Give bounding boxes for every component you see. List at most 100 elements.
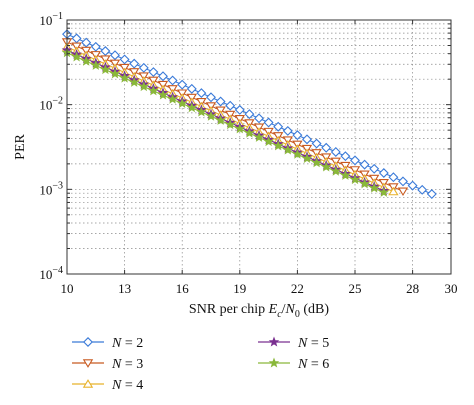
x-tick-label: 22 (291, 281, 304, 296)
data-point (148, 67, 159, 78)
data-point (234, 104, 245, 115)
data-point (349, 174, 361, 185)
data-point (109, 68, 121, 79)
data-point (80, 55, 92, 66)
data-point (215, 96, 226, 107)
data-point (244, 127, 255, 138)
data-point (253, 131, 265, 142)
data-point (350, 155, 360, 166)
y-tick-label: 10−4 (39, 265, 63, 282)
legend-marker (268, 336, 280, 347)
legend-item-2: N = 2 (72, 336, 143, 351)
data-point (234, 123, 246, 134)
data-point (397, 187, 409, 197)
data-point (119, 54, 130, 65)
data-point (330, 165, 342, 176)
x-tick-label: 16 (176, 281, 190, 296)
data-point (398, 176, 408, 187)
data-point (340, 169, 351, 180)
data-point (71, 33, 82, 44)
data-point (272, 140, 284, 151)
data-point (177, 79, 188, 90)
data-point (330, 146, 341, 157)
data-point (254, 113, 264, 124)
data-point (110, 50, 120, 61)
data-point (282, 125, 293, 136)
legend-marker (268, 357, 280, 368)
series-line-5 (66, 49, 385, 192)
data-point (263, 136, 274, 147)
data-point (119, 72, 130, 83)
data-point (138, 81, 150, 92)
data-point (292, 148, 303, 159)
data-point (388, 186, 399, 196)
data-point (359, 159, 370, 170)
legend-label: N = 4 (111, 378, 143, 393)
legend-item-3: N = 3 (72, 357, 143, 372)
series-5 (61, 44, 390, 196)
data-point (340, 151, 351, 162)
data-point (282, 144, 294, 155)
data-point (206, 92, 216, 103)
data-point (273, 121, 284, 132)
data-point (90, 59, 102, 70)
x-tick-label: 28 (406, 281, 419, 296)
data-point (320, 161, 332, 172)
data-point (225, 100, 236, 111)
legend-marker (83, 337, 93, 347)
legend-item-6: N = 6 (258, 357, 329, 372)
data-point (426, 189, 437, 200)
data-point (186, 83, 197, 94)
data-point (167, 93, 178, 104)
data-point (417, 184, 428, 195)
data-point (128, 76, 140, 87)
data-point (167, 75, 178, 86)
axes-layer (66, 19, 452, 275)
legend: N = 2 N = 3 N = 4 N = 5 N = 6 (72, 336, 329, 393)
data-point (129, 58, 140, 69)
data-point (90, 41, 101, 52)
data-point (244, 109, 255, 120)
data-point (368, 182, 380, 193)
data-point (378, 168, 389, 178)
series-line-6 (66, 52, 385, 193)
data-point (359, 178, 370, 189)
legend-label: N = 3 (111, 357, 143, 372)
y-tick-label: 10−1 (39, 11, 63, 28)
data-point (205, 110, 217, 121)
series-2 (62, 29, 437, 200)
data-point (100, 46, 111, 56)
x-axis-title: SNR per chip Ec/N0 (dB) (189, 302, 329, 320)
series-layer (61, 29, 437, 200)
x-tick-label: 25 (349, 281, 362, 296)
series-6 (61, 47, 390, 197)
legend-item-4: N = 4 (72, 378, 143, 393)
data-point (186, 102, 198, 113)
y-tick-label: 10−3 (39, 180, 63, 197)
data-point (407, 180, 418, 191)
legend-item-5: N = 5 (258, 336, 329, 351)
x-tick-label: 13 (118, 281, 131, 296)
data-point (81, 37, 92, 48)
data-point (196, 106, 207, 117)
legend-label: N = 2 (111, 336, 143, 351)
data-point (71, 51, 82, 62)
data-point (369, 163, 380, 174)
data-point (311, 157, 322, 168)
data-point (301, 153, 313, 164)
x-tick-label: 19 (233, 281, 246, 296)
label-layer: 10 13 16 19 22 25 28 30 10−1 10−2 10−3 10−4 SNR per … (13, 11, 458, 320)
data-point (263, 117, 274, 128)
data-point (138, 62, 149, 73)
data-point (321, 142, 332, 153)
data-point (215, 114, 226, 125)
data-point (158, 71, 168, 82)
data-point (176, 98, 188, 109)
x-tick-label: 10 (61, 281, 74, 296)
data-point (100, 64, 111, 75)
y-axis-title: PER (13, 134, 28, 160)
legend-label: N = 6 (297, 357, 329, 372)
legend-marker (82, 379, 94, 388)
